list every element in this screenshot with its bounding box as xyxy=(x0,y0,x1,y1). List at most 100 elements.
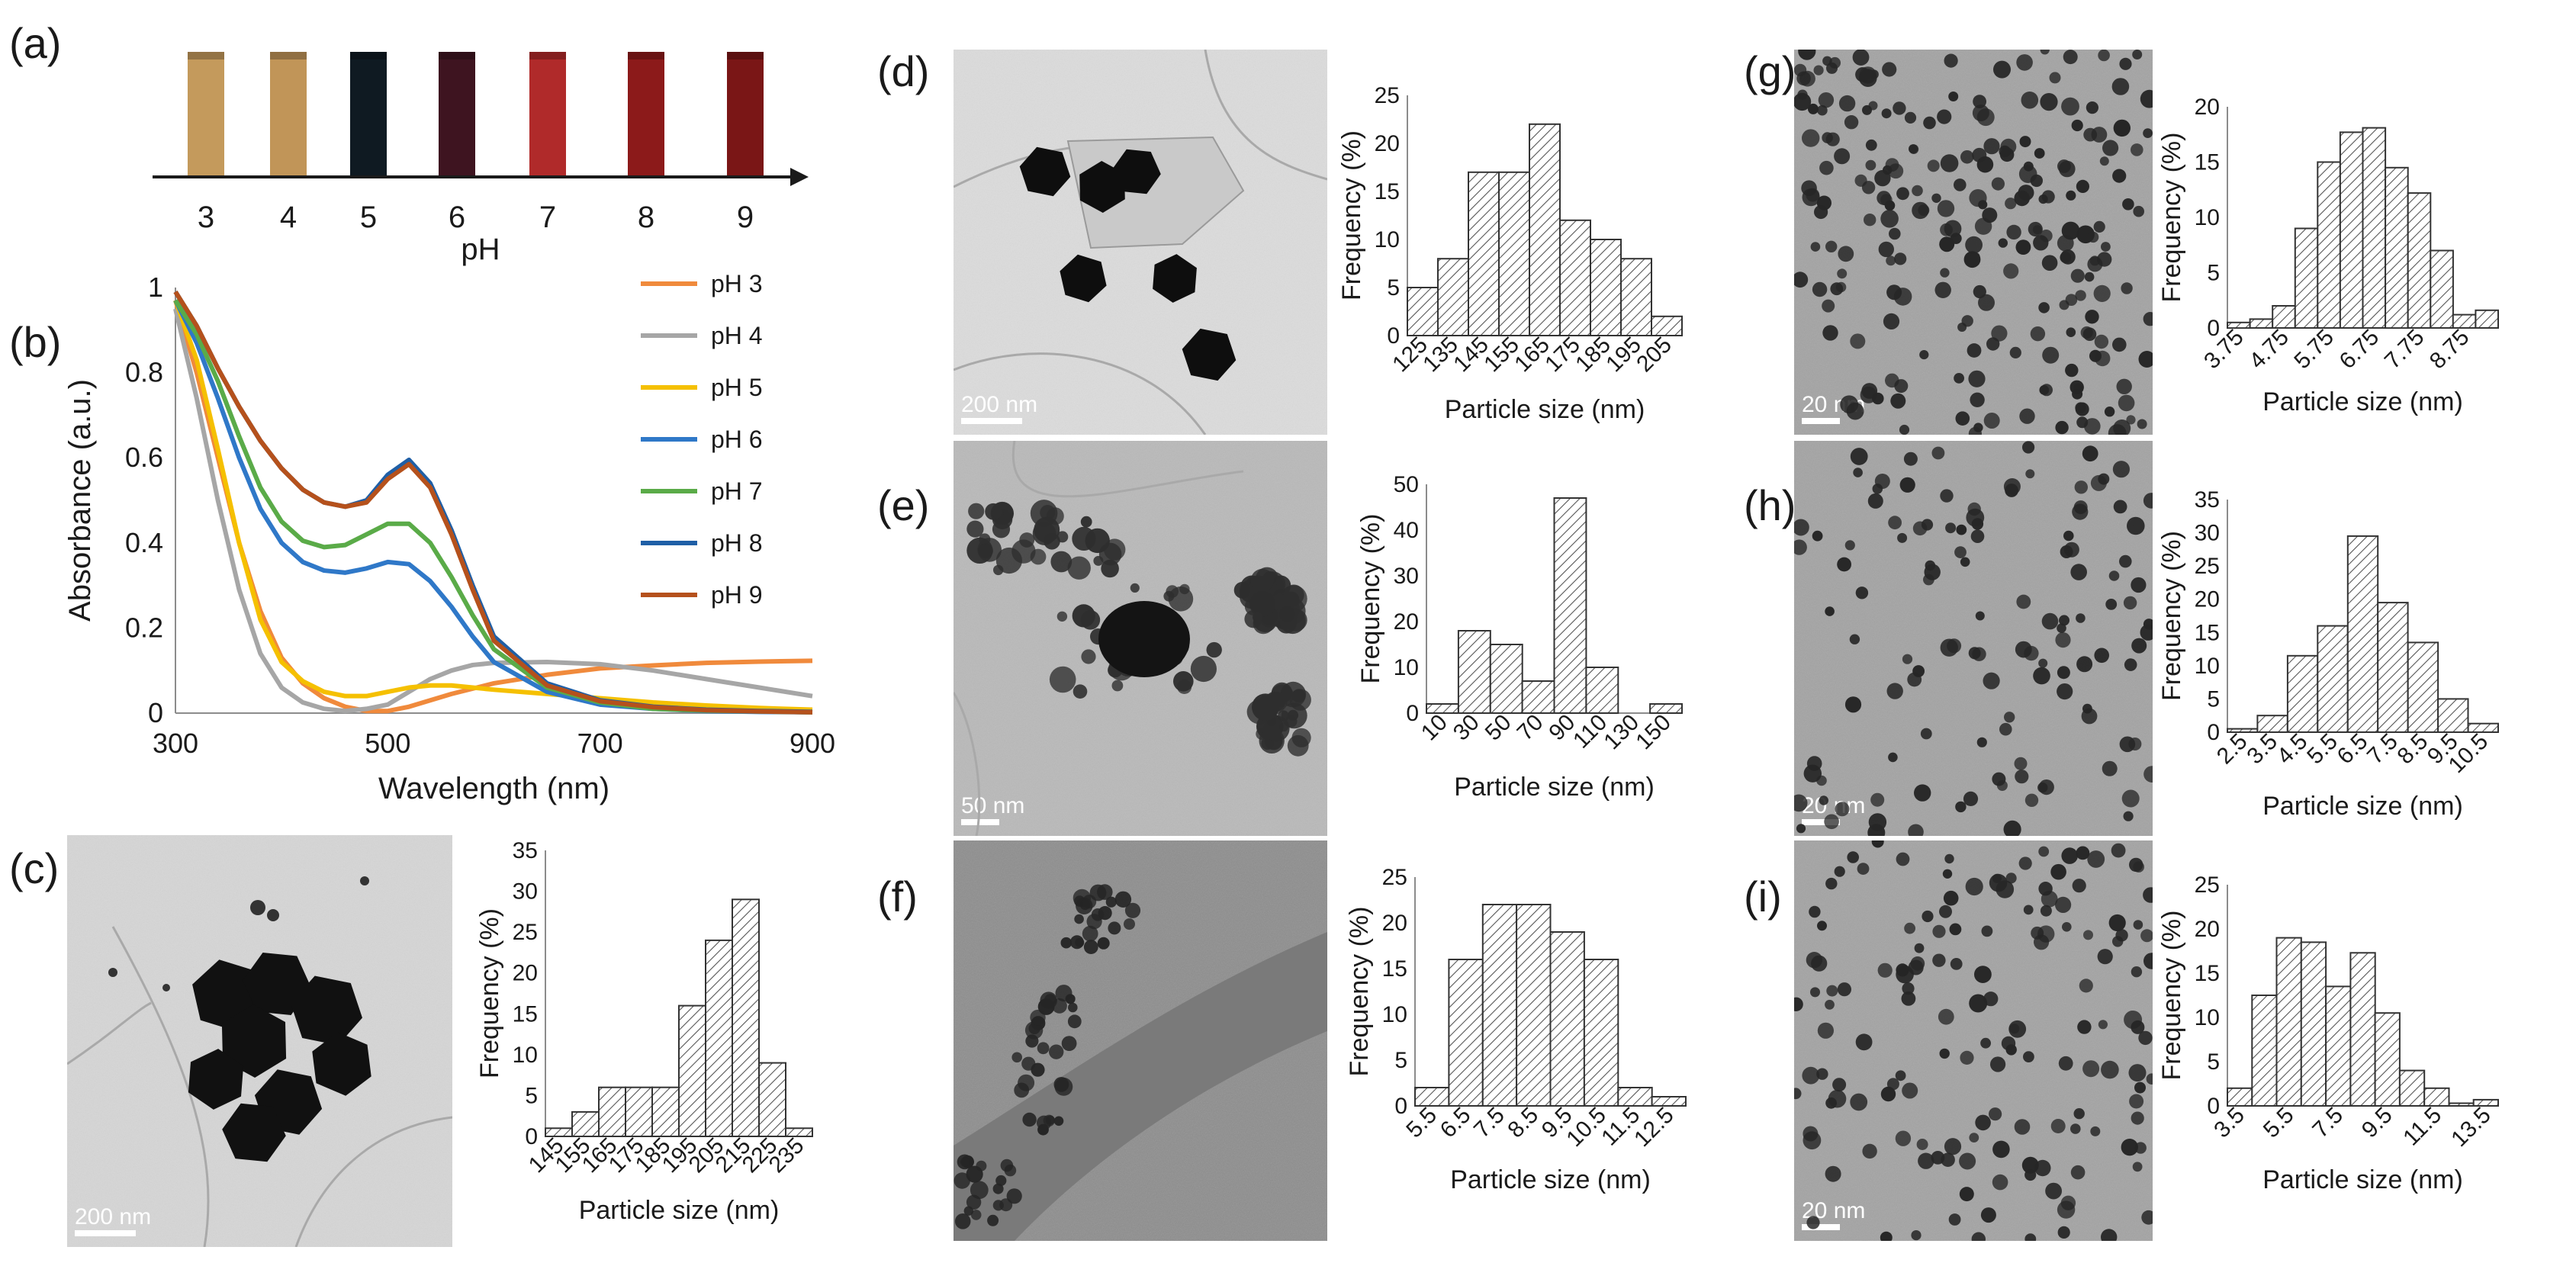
nanoparticle xyxy=(1074,895,1085,907)
nanoparticle xyxy=(2057,683,2073,700)
series-ph-9 xyxy=(173,290,813,715)
nanoparticle xyxy=(1890,393,1906,409)
nanoparticle xyxy=(2132,1162,2143,1172)
nanoparticle xyxy=(1954,178,1967,191)
nanoparticle xyxy=(1914,943,1925,953)
x-axis-label: Particle size (nm) xyxy=(2262,387,2463,416)
y-axis-label: Frequency (%) xyxy=(2157,133,2186,303)
nanoparticle xyxy=(2129,1094,2144,1109)
nanoparticle xyxy=(2143,887,2153,903)
nanoparticle xyxy=(2143,953,2153,969)
nanoparticle xyxy=(2097,949,2113,965)
nanoparticle xyxy=(1825,877,1838,890)
x-tick-label: 5.5 xyxy=(1401,1103,1442,1143)
nanoparticle xyxy=(987,1214,999,1226)
nanoparticle xyxy=(1056,611,1068,622)
nanoparticle xyxy=(1932,924,1946,938)
nanoparticle xyxy=(2040,905,2052,917)
y-axis-label: Frequency (%) xyxy=(1356,514,1385,684)
nanoparticle xyxy=(1914,784,1931,802)
x-tick-label: 7.5 xyxy=(1469,1103,1510,1143)
nanoparticle xyxy=(2138,351,2153,368)
nanoparticle xyxy=(2118,394,2135,412)
ph-axis-arrow xyxy=(790,168,809,186)
histogram-bar xyxy=(2467,722,2500,734)
y-tick-label: 10 xyxy=(1375,227,1400,252)
nanoparticle xyxy=(1956,524,1967,535)
tem-background xyxy=(1794,840,2153,1241)
nanoparticle xyxy=(2104,407,2115,417)
histogram-bar xyxy=(2317,161,2341,329)
nanoparticle xyxy=(2140,89,2153,108)
nanoparticle xyxy=(1844,540,1855,551)
nanoparticle xyxy=(1969,1133,1979,1142)
nanoparticle xyxy=(2070,1123,2081,1134)
x-tick-label: 30 xyxy=(1449,710,1484,746)
nanoparticle xyxy=(1850,333,1866,349)
nanoparticle xyxy=(1969,189,1987,207)
nanoparticle xyxy=(2073,1108,2085,1120)
nanoparticle xyxy=(1970,529,1985,543)
nanocrystal xyxy=(1019,146,1071,197)
nanoparticle xyxy=(1901,991,1916,1006)
nanoparticle xyxy=(1877,191,1892,205)
nanoparticle xyxy=(2075,290,2086,301)
histogram-bar xyxy=(598,1086,626,1137)
nanoparticle xyxy=(1888,752,1898,763)
nanoparticle xyxy=(1857,863,1870,875)
nanoparticle xyxy=(1931,1151,1945,1165)
nanoparticle xyxy=(1081,649,1096,664)
nanoparticle xyxy=(1937,200,1955,217)
nanoparticle xyxy=(1920,728,1932,740)
vial-meniscus xyxy=(270,52,307,59)
vial-ph-label: 6 xyxy=(449,201,465,234)
nanoparticle xyxy=(1899,477,1915,493)
nanoparticle xyxy=(992,508,1004,519)
nanoparticle xyxy=(2040,93,2058,111)
nanoparticle xyxy=(1972,147,1987,162)
nanoparticle xyxy=(1834,866,1845,877)
x-tick-label: 9.5 xyxy=(2357,1103,2398,1143)
nanoparticle xyxy=(1802,129,1820,147)
nanoparticle xyxy=(2086,101,2098,114)
nanoparticle xyxy=(1850,1093,1868,1111)
y-tick-label: 25 xyxy=(2195,554,2220,579)
nanoparticle xyxy=(1940,154,1959,172)
nanoparticle xyxy=(2126,415,2136,425)
nanoparticle xyxy=(1872,392,1884,405)
nanoparticle xyxy=(2076,656,2093,673)
nanoparticle xyxy=(2041,190,2055,204)
aggregate xyxy=(1098,601,1190,677)
nanoparticle xyxy=(2138,1030,2153,1046)
histogram-bar xyxy=(1590,239,1622,336)
histogram-bar xyxy=(2407,641,2439,734)
y-tick-label: 5 xyxy=(1387,275,1400,300)
nanoparticle xyxy=(108,968,117,977)
nanoparticle xyxy=(1976,737,1987,747)
nanoparticle xyxy=(2024,793,2039,807)
nanoparticle xyxy=(2023,905,2034,915)
nanoparticle xyxy=(2050,863,2066,880)
nanoparticle xyxy=(1124,902,1141,918)
x-tick-label: 5.75 xyxy=(2289,325,2339,374)
x-tick-label: 700 xyxy=(577,728,623,759)
nanoparticle xyxy=(1817,921,1827,931)
nanoparticle xyxy=(2112,337,2127,352)
histogram-bar xyxy=(1426,703,1459,714)
nanoparticle xyxy=(1999,722,2012,736)
nanoparticle xyxy=(162,984,170,991)
nanoparticle xyxy=(1885,158,1899,172)
nanoparticle xyxy=(1053,1116,1064,1126)
nanoparticle xyxy=(2061,97,2079,116)
nanoparticle xyxy=(2063,530,2074,542)
y-tick-label: 30 xyxy=(2195,521,2220,546)
panel-label-h: (h) xyxy=(1744,481,1796,529)
nanoparticle xyxy=(1006,1188,1022,1204)
nanoparticle xyxy=(1963,791,1979,806)
y-axis-label: Frequency (%) xyxy=(1337,130,1366,300)
nanoparticle xyxy=(2133,861,2144,873)
nanoparticle xyxy=(1067,556,1091,580)
nanoparticle xyxy=(2119,57,2132,70)
tem-frame: 50 nm xyxy=(954,441,1327,836)
nanoparticle xyxy=(1249,591,1275,617)
